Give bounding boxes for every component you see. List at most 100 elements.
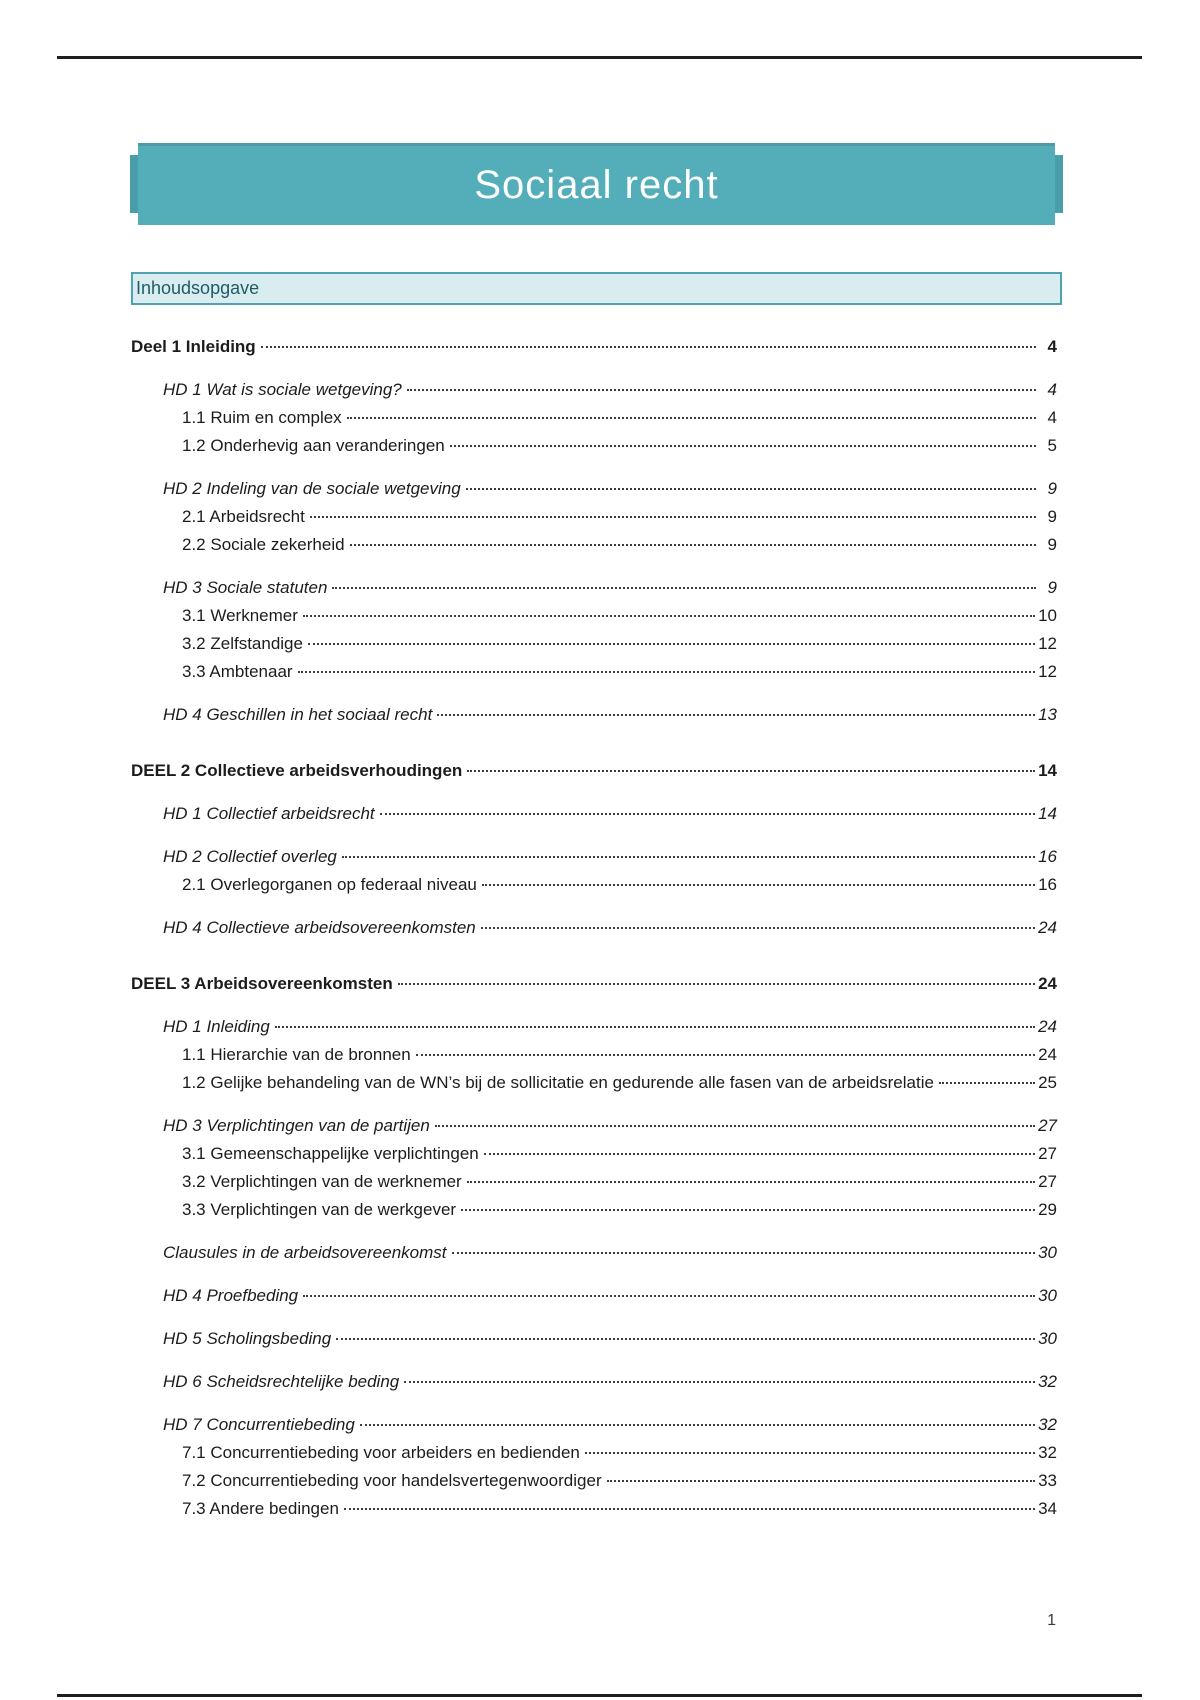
toc-entry[interactable]: DEEL 2 Collectieve arbeidsverhoudingen 1… [131, 757, 1057, 785]
toc-page-number: 4 [1047, 408, 1057, 427]
toc-dot-leader [302, 615, 1036, 617]
toc-dot-leader [465, 488, 1036, 490]
toc-entry[interactable]: HD 2 Collectief overleg 16 [131, 843, 1057, 871]
toc-dot-leader [466, 1181, 1036, 1183]
toc-page-number: 12 [1038, 662, 1057, 681]
toc-entry[interactable]: HD 3 Sociale statuten 9 [131, 574, 1057, 602]
toc-dot-leader [346, 417, 1036, 419]
toc-page-number: 33 [1038, 1471, 1057, 1490]
toc-page-number: 27 [1038, 1172, 1057, 1191]
toc-dot-leader [260, 346, 1036, 348]
toc-page-number: 9 [1047, 535, 1057, 554]
toc-entry[interactable]: 1.1 Ruim en complex 4 [131, 404, 1057, 432]
toc-entry[interactable]: 7.3 Andere bedingen 34 [131, 1495, 1057, 1523]
toc-entry-label: HD 4 Proefbeding [163, 1286, 299, 1305]
toc-heading: Inhoudsopgave [136, 278, 260, 298]
toc-entry-label: 3.3 Ambtenaar [182, 662, 293, 681]
toc-entry[interactable]: 1.2 Gelijke behandeling van de WN’s bij … [131, 1069, 1057, 1097]
toc-page-number: 9 [1047, 578, 1057, 597]
toc-dot-leader [343, 1508, 1036, 1510]
toc-entry[interactable]: HD 5 Scholingsbeding 30 [131, 1325, 1057, 1353]
toc-dot-leader [336, 1338, 1036, 1340]
toc-page-number: 27 [1038, 1144, 1057, 1163]
toc-entry-label: HD 1 Inleiding [163, 1017, 270, 1036]
toc-entry[interactable]: DEEL 3 Arbeidsovereenkomsten 24 [131, 970, 1057, 998]
toc-entry[interactable]: HD 1 Wat is sociale wetgeving? 4 [131, 376, 1057, 404]
toc-entry-label: HD 7 Concurrentiebeding [163, 1415, 355, 1434]
toc-entry[interactable]: 3.1 Werknemer 10 [131, 602, 1057, 630]
toc-entry-label: 1.1 Ruim en complex [182, 408, 342, 427]
toc-entry[interactable]: 3.2 Zelfstandige 12 [131, 630, 1057, 658]
toc-entry[interactable]: HD 1 Inleiding 24 [131, 1013, 1057, 1041]
toc-entry-label: 3.1 Werknemer [182, 606, 298, 625]
toc-page-number: 24 [1038, 1045, 1057, 1064]
toc-entry[interactable]: 2.1 Arbeidsrecht 9 [131, 503, 1057, 531]
toc-dot-leader [404, 1381, 1036, 1383]
toc-entry-label: 3.2 Verplichtingen van de werknemer [182, 1172, 462, 1191]
toc-entry-label: DEEL 3 Arbeidsovereenkomsten [131, 974, 393, 993]
toc-page-number: 13 [1038, 705, 1057, 724]
toc-entry[interactable]: 3.3 Verplichtingen van de werkgever 29 [131, 1196, 1057, 1224]
toc-entry[interactable]: HD 2 Indeling van de sociale wetgeving 9 [131, 475, 1057, 503]
toc-entry[interactable]: 2.1 Overlegorganen op federaal niveau 16 [131, 871, 1057, 899]
toc-entry-label: DEEL 2 Collectieve arbeidsverhoudingen [131, 761, 463, 780]
toc-dot-leader [303, 1295, 1036, 1297]
toc-page-number: 25 [1038, 1073, 1057, 1092]
toc-dot-leader [274, 1026, 1036, 1028]
toc-entry-label: 3.2 Zelfstandige [182, 634, 303, 653]
page-number: 1 [1047, 1612, 1056, 1629]
toc-entry-label: HD 4 Geschillen in het sociaal recht [163, 705, 433, 724]
toc-entry-label: 1.2 Onderhevig aan veranderingen [182, 436, 445, 455]
toc-entry[interactable]: 3.2 Verplichtingen van de werknemer 27 [131, 1168, 1057, 1196]
toc-entry[interactable]: 1.2 Onderhevig aan veranderingen 5 [131, 432, 1057, 460]
toc-entry[interactable]: Clausules in de arbeidsovereenkomst 30 [131, 1239, 1057, 1267]
toc-entry[interactable]: HD 4 Geschillen in het sociaal recht 13 [131, 701, 1057, 729]
toc-dot-leader [606, 1480, 1036, 1482]
toc-entry[interactable]: HD 3 Verplichtingen van de partijen 27 [131, 1112, 1057, 1140]
toc-dot-leader [397, 983, 1036, 985]
toc-entry-label: Clausules in de arbeidsovereenkomst [163, 1243, 447, 1262]
toc-dot-leader [434, 1125, 1036, 1127]
toc-dot-leader [483, 1153, 1036, 1155]
toc-entry[interactable]: Deel 1 Inleiding 4 [131, 333, 1057, 361]
title-banner-band: Sociaal recht [138, 143, 1055, 225]
toc-page-number: 14 [1038, 804, 1057, 823]
toc-page-number: 4 [1047, 337, 1057, 356]
toc-dot-leader [437, 714, 1036, 716]
toc-entry-label: 7.3 Andere bedingen [182, 1499, 339, 1518]
toc-entry-label: 3.3 Verplichtingen van de werkgever [182, 1200, 457, 1219]
toc-page-number: 5 [1047, 436, 1057, 455]
toc-dot-leader [415, 1054, 1036, 1056]
toc-dot-leader [449, 445, 1036, 447]
toc-list: Deel 1 Inleiding 4 HD 1 Wat is sociale w… [131, 333, 1057, 1523]
toc-entry[interactable]: HD 4 Proefbeding 30 [131, 1282, 1057, 1310]
toc-entry[interactable]: 3.3 Ambtenaar 12 [131, 658, 1057, 686]
toc-entry[interactable]: 7.2 Concurrentiebeding voor handelsverte… [131, 1467, 1057, 1495]
toc-heading-bar: Inhoudsopgave [131, 272, 1062, 305]
toc-dot-leader [309, 516, 1036, 518]
toc-entry-label: HD 2 Indeling van de sociale wetgeving [163, 479, 461, 498]
toc-page-number: 30 [1038, 1243, 1057, 1262]
toc-entry[interactable]: 7.1 Concurrentiebeding voor arbeiders en… [131, 1439, 1057, 1467]
toc-entry[interactable]: 2.2 Sociale zekerheid 9 [131, 531, 1057, 559]
toc-entry[interactable]: HD 1 Collectief arbeidsrecht 14 [131, 800, 1057, 828]
toc-entry[interactable]: HD 4 Collectieve arbeidsovereenkomsten 2… [131, 914, 1057, 942]
toc-entry[interactable]: HD 6 Scheidsrechtelijke beding 32 [131, 1368, 1057, 1396]
toc-dot-leader [451, 1252, 1036, 1254]
toc-entry-label: 1.2 Gelijke behandeling van de WN’s bij … [182, 1073, 934, 1092]
toc-page-number: 12 [1038, 634, 1057, 653]
toc-dot-leader [332, 587, 1036, 589]
toc-entry-label: HD 1 Wat is sociale wetgeving? [163, 380, 402, 399]
toc-entry-label: HD 3 Verplichtingen van de partijen [163, 1116, 430, 1135]
toc-entry[interactable]: HD 7 Concurrentiebeding 32 [131, 1411, 1057, 1439]
toc-entry-label: 7.2 Concurrentiebeding voor handelsverte… [182, 1471, 602, 1490]
toc-page-number: 32 [1038, 1372, 1057, 1391]
toc-dot-leader [359, 1424, 1036, 1426]
toc-entry[interactable]: 1.1 Hierarchie van de bronnen 24 [131, 1041, 1057, 1069]
toc-entry-label: HD 3 Sociale statuten [163, 578, 328, 597]
toc-entry-label: 2.1 Overlegorganen op federaal niveau [182, 875, 477, 894]
toc-entry-label: HD 2 Collectief overleg [163, 847, 337, 866]
toc-entry-label: HD 4 Collectieve arbeidsovereenkomsten [163, 918, 476, 937]
toc-entry[interactable]: 3.1 Gemeenschappelijke verplichtingen 27 [131, 1140, 1057, 1168]
toc-entry-label: 3.1 Gemeenschappelijke verplichtingen [182, 1144, 479, 1163]
